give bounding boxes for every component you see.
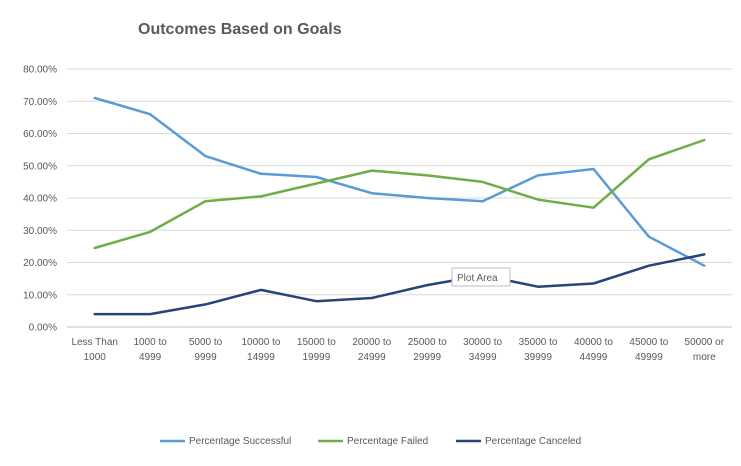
x-tick-label: 20000 to xyxy=(352,337,391,348)
tooltip-box xyxy=(451,267,511,287)
plot-area-tooltip: Plot Area xyxy=(451,267,511,287)
series-line[interactable] xyxy=(93,138,706,250)
series-line[interactable] xyxy=(93,96,706,267)
y-tick-label: 50.00% xyxy=(23,161,57,172)
chart-title: Outcomes Based on Goals xyxy=(138,21,342,38)
x-tick-label: 24999 xyxy=(358,352,386,363)
x-tick-label: more xyxy=(693,352,716,363)
x-tick-label: 10000 to xyxy=(241,337,280,348)
x-tick-label: 40000 to xyxy=(574,337,613,348)
legend-label: Percentage Successful xyxy=(189,436,291,447)
y-tick-label: 60.00% xyxy=(23,129,57,140)
series-lines[interactable] xyxy=(93,96,706,316)
x-tick-label: 19999 xyxy=(302,352,330,363)
y-tick-label: 70.00% xyxy=(23,97,57,108)
y-tick-label: 10.00% xyxy=(23,290,57,301)
y-tick-label: 30.00% xyxy=(23,226,57,237)
x-tick-label: 45000 to xyxy=(629,337,668,348)
legend-label: Percentage Failed xyxy=(347,436,428,447)
x-tick-label: 9999 xyxy=(194,352,217,363)
x-tick-label: 1000 to xyxy=(133,337,167,348)
x-tick-label: 50000 or xyxy=(685,337,725,348)
x-tick-label: 25000 to xyxy=(408,337,447,348)
x-tick-label: 14999 xyxy=(247,352,275,363)
x-tick-label: 34999 xyxy=(469,352,497,363)
x-tick-label: 5000 to xyxy=(189,337,223,348)
x-tick-label: 39999 xyxy=(524,352,552,363)
x-tick-label: Less Than xyxy=(71,337,118,348)
y-axis-ticks: 0.00% 10.00% 20.00% 30.00% 40.00% 50.00% 60.00… xyxy=(23,65,57,334)
x-tick-label: 15000 to xyxy=(297,337,336,348)
tooltip-label: Plot Area xyxy=(457,273,498,284)
y-tick-label: 0.00% xyxy=(29,323,57,334)
x-tick-label: 1000 xyxy=(84,352,107,363)
x-tick-label: 49999 xyxy=(635,352,663,363)
series-line[interactable] xyxy=(93,253,706,316)
gridlines xyxy=(67,68,732,328)
legend-label: Percentage Canceled xyxy=(485,436,581,447)
legend: Percentage Successful Percentage Failed Pe… xyxy=(160,436,581,447)
x-tick-label: 29999 xyxy=(413,352,441,363)
y-tick-label: 40.00% xyxy=(23,194,57,205)
x-tick-label: 30000 to xyxy=(463,337,502,348)
x-axis-ticks: Less Than 1000 1000 to 4999 5000 to 9999 10000… xyxy=(71,337,724,363)
x-tick-label: 4999 xyxy=(139,352,162,363)
x-tick-label: 44999 xyxy=(580,352,608,363)
y-tick-label: 20.00% xyxy=(23,258,57,269)
x-tick-label: 35000 to xyxy=(519,337,558,348)
y-tick-label: 80.00% xyxy=(23,65,57,76)
